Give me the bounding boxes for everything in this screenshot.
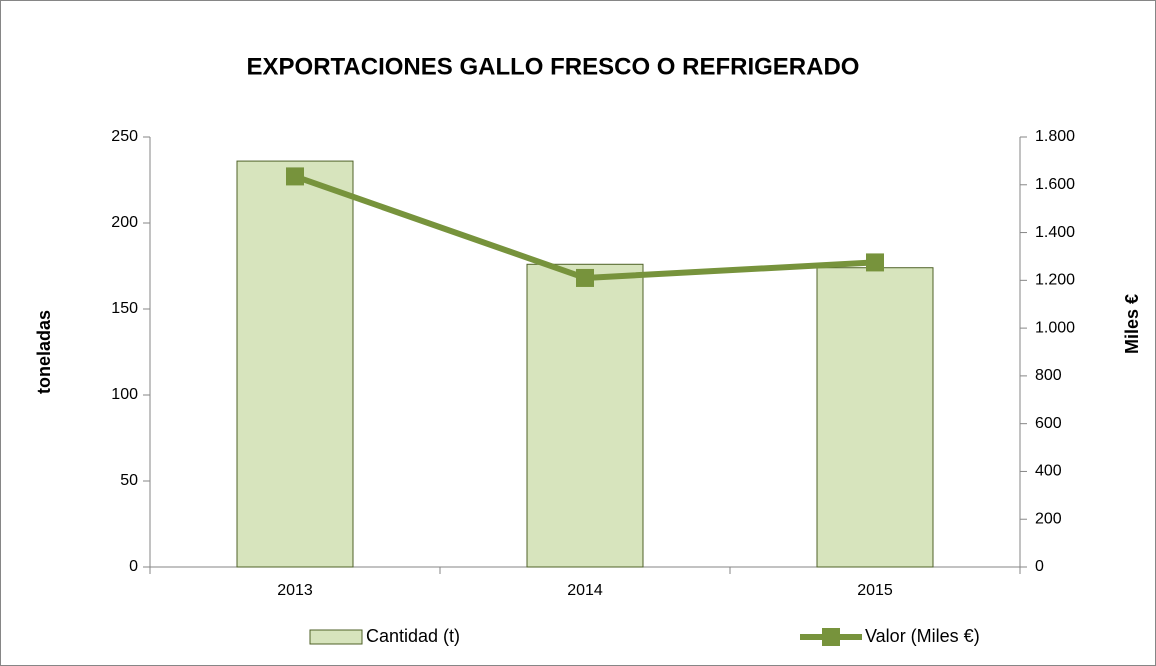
y2-tick-label: 400	[1035, 463, 1062, 480]
line-marker	[576, 268, 594, 287]
y2-tick-label: 1.800	[1035, 128, 1075, 145]
y2-tick-label: 0	[1035, 558, 1044, 575]
legend-swatch	[309, 629, 363, 645]
y-tick-label: 100	[111, 386, 138, 403]
y2-tick-label: 1.400	[1035, 224, 1075, 241]
y2-tick-label: 1.600	[1035, 176, 1075, 193]
bar	[236, 160, 354, 568]
y2-tick-label: 1.000	[1035, 319, 1075, 336]
y2-axis-label: Miles €	[1122, 294, 1142, 354]
legend-label: Cantidad (t)	[366, 626, 460, 646]
bar	[526, 263, 644, 568]
line-marker	[286, 167, 304, 186]
y-axis-label: toneladas	[34, 310, 54, 394]
y2-tick-label: 600	[1035, 415, 1062, 432]
legend-label: Valor (Miles €)	[865, 626, 980, 646]
x-tick-label: 2015	[857, 582, 893, 599]
y-tick-label: 0	[129, 558, 138, 575]
line-marker	[866, 253, 884, 272]
y2-tick-label: 200	[1035, 510, 1062, 527]
chart-title: EXPORTACIONES GALLO FRESCO O REFRIGERADO	[247, 53, 860, 80]
y2-tick-label: 1.200	[1035, 272, 1075, 289]
y2-tick-label: 800	[1035, 367, 1062, 384]
x-tick-label: 2013	[277, 582, 313, 599]
y-tick-label: 50	[120, 472, 138, 489]
legend-marker	[822, 628, 840, 646]
y-tick-label: 200	[111, 214, 138, 231]
x-tick-label: 2014	[567, 582, 603, 599]
y-tick-label: 150	[111, 300, 138, 317]
bar	[816, 267, 934, 568]
y-tick-label: 250	[111, 128, 138, 145]
